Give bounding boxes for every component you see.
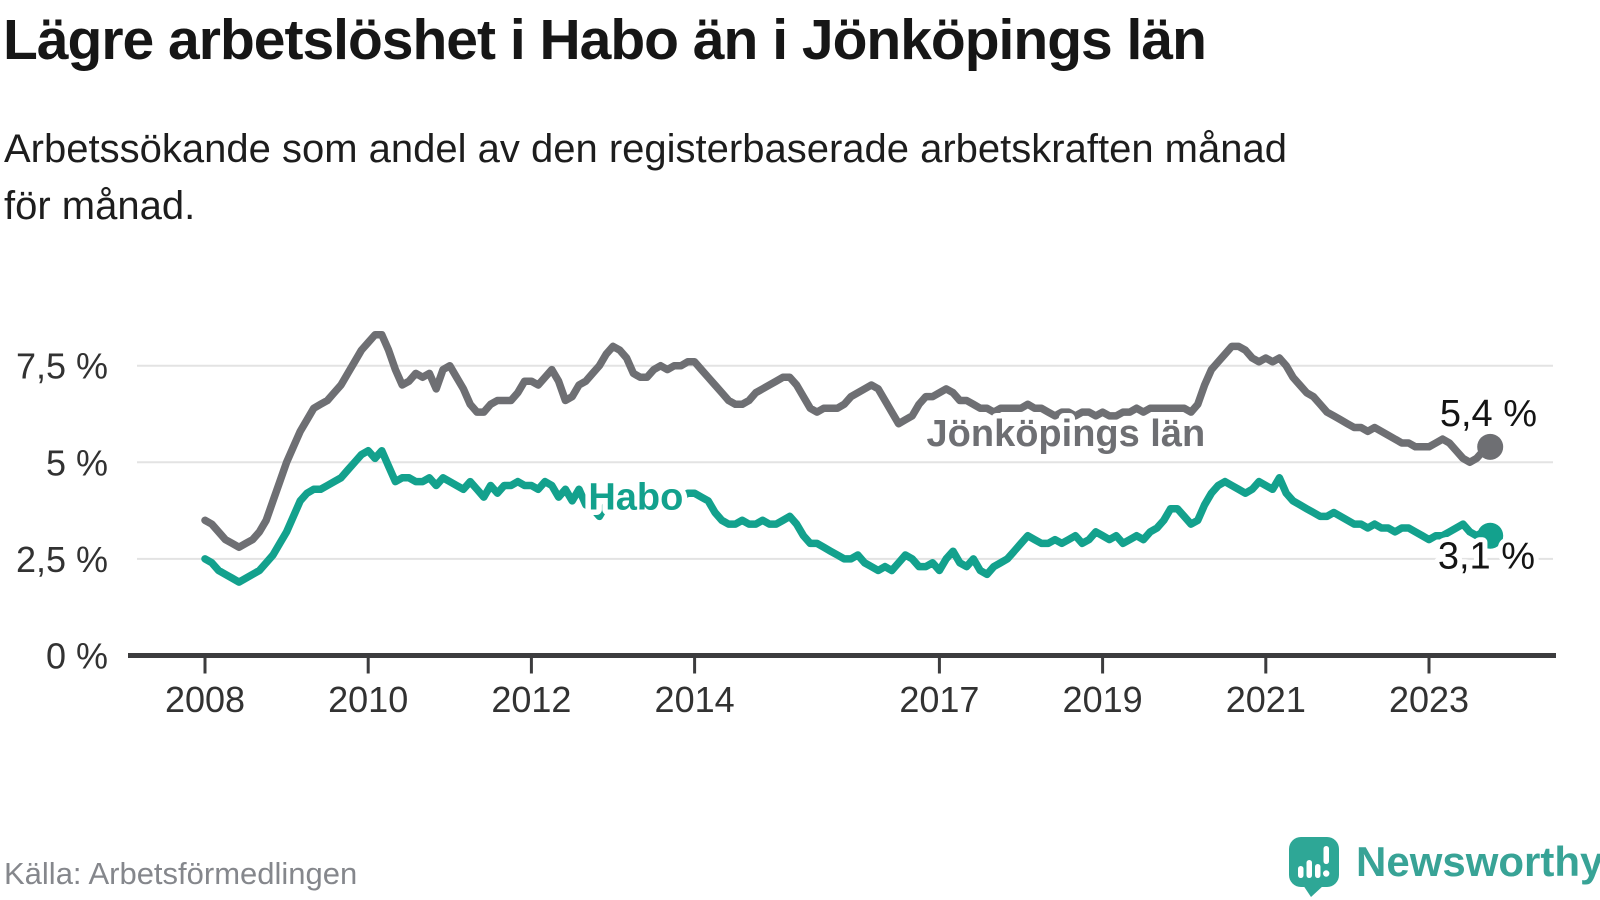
- x-axis-label: 2014: [655, 679, 735, 720]
- x-axis-label: 2010: [328, 679, 408, 720]
- logo-bar-2-icon: [1306, 860, 1312, 878]
- newsworthy-logo-text: Newsworthy: [1356, 838, 1600, 885]
- end-dot-habo: [1477, 522, 1504, 549]
- page-subtitle-line-2: för månad.: [4, 183, 196, 228]
- series-line-habo: [201, 446, 1494, 586]
- y-axis-label: 2,5 %: [16, 539, 108, 580]
- logo-bubble-tail: [1303, 885, 1324, 897]
- page-title: Lägre arbetslöshet i Habo än i Jönköping…: [3, 8, 1207, 72]
- logo-exclamation-icon: [1323, 846, 1329, 864]
- x-axis-label: 2023: [1389, 679, 1469, 720]
- end-value-label-habo: 3,1 %: [1438, 536, 1535, 578]
- x-axis-label: 2017: [899, 679, 979, 720]
- logo-bubble: [1289, 837, 1339, 887]
- end-dot-jonkopings-lan: [1477, 433, 1504, 460]
- x-axis-label: 2021: [1226, 679, 1306, 720]
- newsworthy-logo: Newsworthy: [1288, 836, 1600, 898]
- x-axis-label: 2019: [1063, 679, 1143, 720]
- y-axis-label: 0 %: [46, 636, 108, 677]
- series-label-habo: Habo: [588, 476, 683, 518]
- page-subtitle-line-1: Arbetssökande som andel av den registerb…: [4, 127, 1287, 171]
- y-axis-label: 7,5 %: [16, 346, 108, 387]
- source-text: Källa: Arbetsförmedlingen: [4, 856, 358, 891]
- newsworthy-logo-icon: [1289, 837, 1339, 897]
- logo-bar-3-icon: [1315, 864, 1321, 878]
- logo-exclamation-dot-icon: [1323, 870, 1330, 877]
- y-axis-label: 5 %: [46, 442, 108, 483]
- series-line-jonkopings-lan: [201, 331, 1494, 552]
- x-axis-label: 2008: [165, 679, 245, 720]
- end-value-label-jonkopings-lan: 5,4 %: [1440, 393, 1537, 435]
- x-axis-label: 2012: [491, 679, 571, 720]
- logo-bar-1-icon: [1298, 866, 1304, 878]
- series-label-jonkopings-lan: Jönköpings län: [927, 413, 1206, 455]
- page-subtitle: Arbetssökande som andel av den registerb…: [4, 121, 1544, 235]
